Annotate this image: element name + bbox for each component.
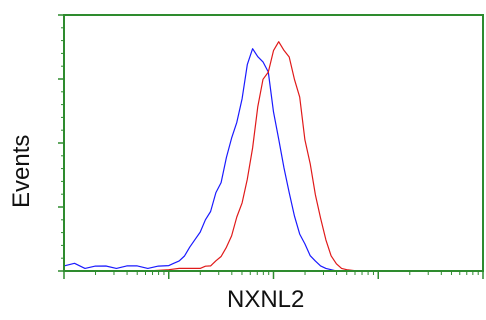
- plot-frame: [63, 14, 484, 272]
- series-curves: [63, 41, 483, 272]
- red-histogram-curve: [64, 41, 483, 272]
- y-axis-label: Events: [8, 134, 35, 208]
- x-axis-label: NXNL2: [227, 286, 305, 313]
- axis-ticks: [58, 14, 484, 279]
- blue-histogram-curve: [63, 48, 483, 272]
